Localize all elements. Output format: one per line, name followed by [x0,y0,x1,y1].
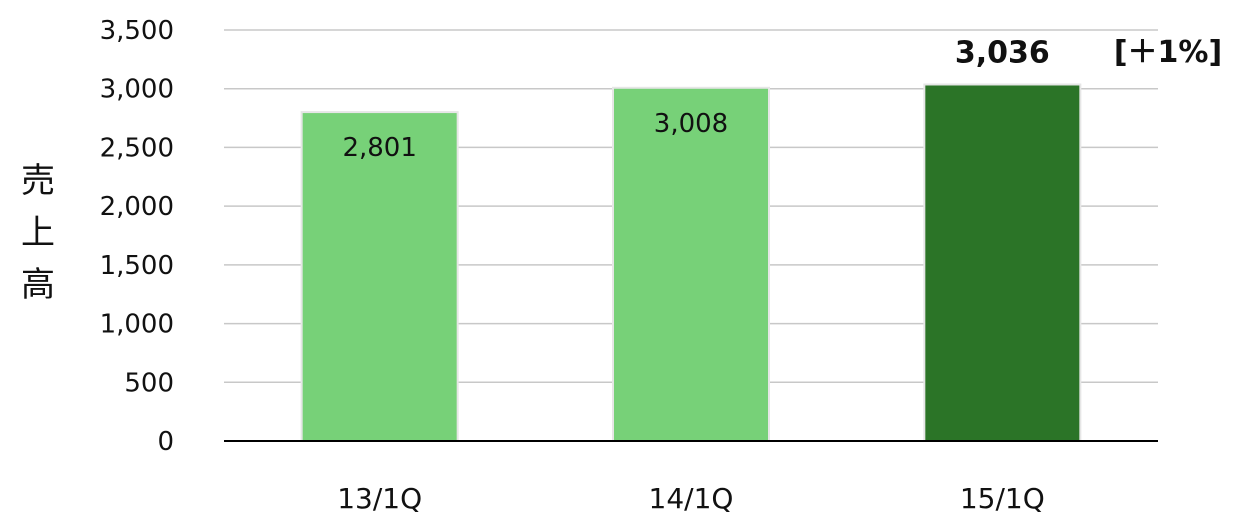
y-tick-label: 1,500 [100,251,174,281]
y-tick-label: 500 [124,368,174,398]
x-tick-label: 13/1Q [337,482,422,515]
y-tick-label: 3,000 [100,75,174,105]
data-label: 3,036 [955,35,1050,70]
data-labels: 2,801 3,008 3,036 [342,35,1049,163]
y-tick-label: 1,000 [100,310,174,340]
data-label: 3,008 [654,109,728,139]
bar-14-1q [612,86,770,442]
y-axis-label: 売上高 [21,161,55,305]
y-tick-label: 2,500 [100,133,174,163]
y-axis-ticks: 0 500 1,000 1,500 2,000 2,500 3,000 3,500 [100,16,174,457]
y-tick-label: 2,000 [100,192,174,222]
data-label: 2,801 [342,133,416,163]
x-tick-label: 14/1Q [649,482,734,515]
y-tick-label: 0 [157,427,174,457]
x-axis-ticks: 13/1Q 14/1Q 15/1Q [337,482,1045,515]
growth-annotation: [＋1%] [1114,35,1222,70]
y-tick-label: 3,500 [100,16,174,46]
x-tick-label: 15/1Q [960,482,1045,515]
bar-15-1q [923,83,1082,443]
bars [300,83,1082,443]
